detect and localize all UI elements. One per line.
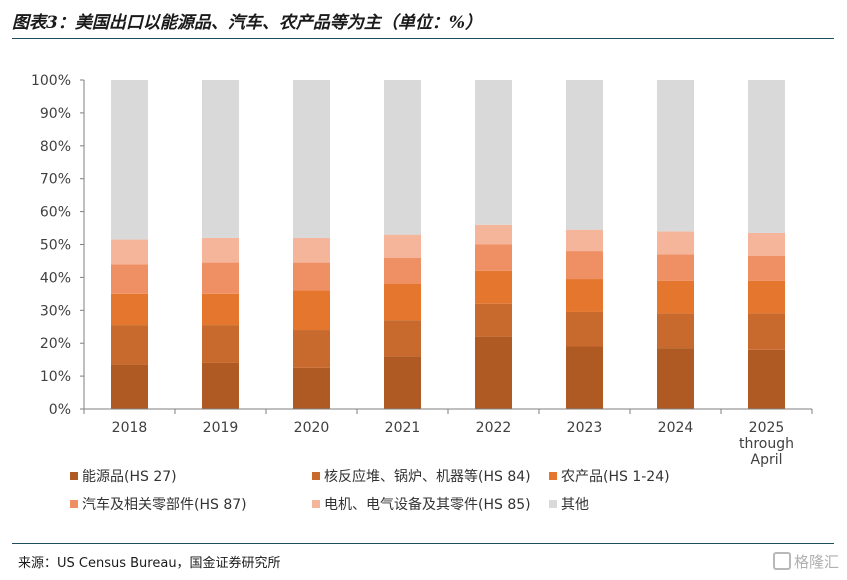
chart-title: 图表3：美国出口以能源品、汽车、农产品等为主（单位：%） <box>12 13 482 33</box>
x-axis: 2018 2019 2020 2021 2022 2023 2024 2025 through A… <box>83 408 813 468</box>
legend-item-5: 其他 <box>549 494 589 514</box>
y-tick-label: 60% <box>40 205 71 221</box>
bar-segment-2024-s2 <box>657 280 694 314</box>
bars <box>111 80 785 409</box>
bar-segment-2025-s5 <box>748 80 785 233</box>
bar-segment-2019-s5 <box>202 80 239 238</box>
bar-segment-2019-s2 <box>202 293 239 326</box>
x-tick-label: 2022 <box>476 420 512 436</box>
bar-segment-2024-s0 <box>657 348 694 409</box>
bar-segment-2024-s3 <box>657 254 694 281</box>
bar-segment-2020-s2 <box>293 290 330 331</box>
bar-segment-2024-s1 <box>657 313 694 349</box>
bar-segment-2025-s3 <box>748 256 785 281</box>
legend-label: 其他 <box>561 497 589 513</box>
x-tick-label: 2019 <box>203 420 239 436</box>
bar-segment-2019-s4 <box>202 237 239 263</box>
watermark-text: 格隆汇 <box>793 553 839 571</box>
bar-segment-2023-s1 <box>566 311 603 347</box>
bar-segment-2022-s4 <box>475 224 512 245</box>
bar-segment-2020-s3 <box>293 262 330 291</box>
bar-segment-2021-s2 <box>384 283 421 321</box>
legend-swatch <box>312 500 320 508</box>
y-tick-label: 30% <box>40 303 71 319</box>
bar-segment-2023-s0 <box>566 346 603 409</box>
bar-segment-2024-s5 <box>657 80 694 232</box>
bar-segment-2023-s4 <box>566 229 603 252</box>
bar-segment-2021-s1 <box>384 320 421 357</box>
bar-segment-2025-s0 <box>748 349 785 409</box>
bar-segment-2021-s3 <box>384 257 421 284</box>
watermark: 格隆汇 <box>772 551 839 572</box>
bar-segment-2020-s0 <box>293 367 330 409</box>
bar-segment-2019-s3 <box>202 262 239 294</box>
bar-segment-2025-s4 <box>748 232 785 257</box>
y-tick-label: 70% <box>40 172 71 188</box>
legend-swatch <box>312 472 320 480</box>
y-tick-label: 20% <box>40 336 71 352</box>
y-tick-label: 100% <box>31 73 71 89</box>
legend-swatch <box>549 500 557 508</box>
legend-swatch <box>70 500 78 508</box>
x-tick-label: 2024 <box>658 420 694 436</box>
bar-segment-2020-s5 <box>293 80 330 238</box>
source-note: 来源：US Census Bureau，国金证券研究所 <box>18 556 281 571</box>
legend-label: 核反应堆、锅炉、机器等(HS 84) <box>324 469 531 485</box>
y-axis: 0% 10% 20% 30% 40% 50% 60% 70% 80% 90% 100% <box>31 73 85 418</box>
bar-segment-2022-s5 <box>475 80 512 225</box>
bar-segment-2020-s1 <box>293 330 330 368</box>
y-tick-label: 40% <box>40 270 71 286</box>
bar-segment-2025-s1 <box>748 313 785 350</box>
legend-swatch <box>549 472 557 480</box>
legend-item-1: 核反应堆、锅炉、机器等(HS 84) <box>312 466 531 486</box>
bar-segment-2018-s5 <box>111 80 148 240</box>
legend-item-3: 汽车及相关零部件(HS 87) <box>70 494 247 514</box>
legend-item-4: 电机、电气设备及其零件(HS 85) <box>312 494 531 514</box>
bar-segment-2020-s4 <box>293 237 330 263</box>
bar-segment-2019-s1 <box>202 325 239 363</box>
y-tick-label: 50% <box>40 238 71 254</box>
legend-item-0: 能源品(HS 27) <box>70 466 177 486</box>
stacked-bar-chart: 0%10%20%30%40%50%60%70%80%90%100% 2018 20… <box>31 73 813 468</box>
legend-label: 电机、电气设备及其零件(HS 85) <box>324 497 531 513</box>
legend-swatch <box>70 472 78 480</box>
footer-rule <box>12 543 834 544</box>
legend-item-2: 农产品(HS 1-24) <box>549 466 670 486</box>
x-tick-label: 2025 through April <box>739 420 794 468</box>
bar-segment-2024-s4 <box>657 231 694 255</box>
bar-segment-2022-s2 <box>475 270 512 304</box>
x-tick-label: 2018 <box>112 420 148 436</box>
bar-segment-2022-s0 <box>475 336 512 409</box>
bar-segment-2022-s3 <box>475 244 512 271</box>
bar-segment-2018-s2 <box>111 293 148 326</box>
y-tick-label: 10% <box>40 369 71 385</box>
x-tick-label: 2020 <box>294 420 330 436</box>
bar-segment-2018-s4 <box>111 239 148 265</box>
bar-segment-2021-s0 <box>384 356 421 409</box>
legend-label: 汽车及相关零部件(HS 87) <box>82 497 247 513</box>
bar-segment-2019-s0 <box>202 362 239 409</box>
bar-segment-2022-s1 <box>475 303 512 337</box>
y-tick-label: 80% <box>40 139 71 155</box>
watermark-logo-icon <box>772 552 791 570</box>
bar-segment-2018-s3 <box>111 264 148 294</box>
bar-segment-2018-s1 <box>111 325 148 365</box>
bar-segment-2018-s0 <box>111 364 148 409</box>
title-rule <box>12 38 834 39</box>
bar-segment-2021-s5 <box>384 80 421 235</box>
bar-segment-2025-s2 <box>748 280 785 314</box>
x-tick-label: 2023 <box>567 420 603 436</box>
x-tick-label: 2021 <box>385 420 421 436</box>
bar-segment-2023-s5 <box>566 80 603 230</box>
bar-segment-2021-s4 <box>384 234 421 258</box>
bar-segment-2023-s3 <box>566 251 603 280</box>
legend-label: 农产品(HS 1-24) <box>561 469 670 485</box>
y-tick-label: 0% <box>49 402 71 418</box>
legend-label: 能源品(HS 27) <box>82 469 177 485</box>
y-tick-label: 90% <box>40 106 71 122</box>
bar-segment-2023-s2 <box>566 279 603 312</box>
